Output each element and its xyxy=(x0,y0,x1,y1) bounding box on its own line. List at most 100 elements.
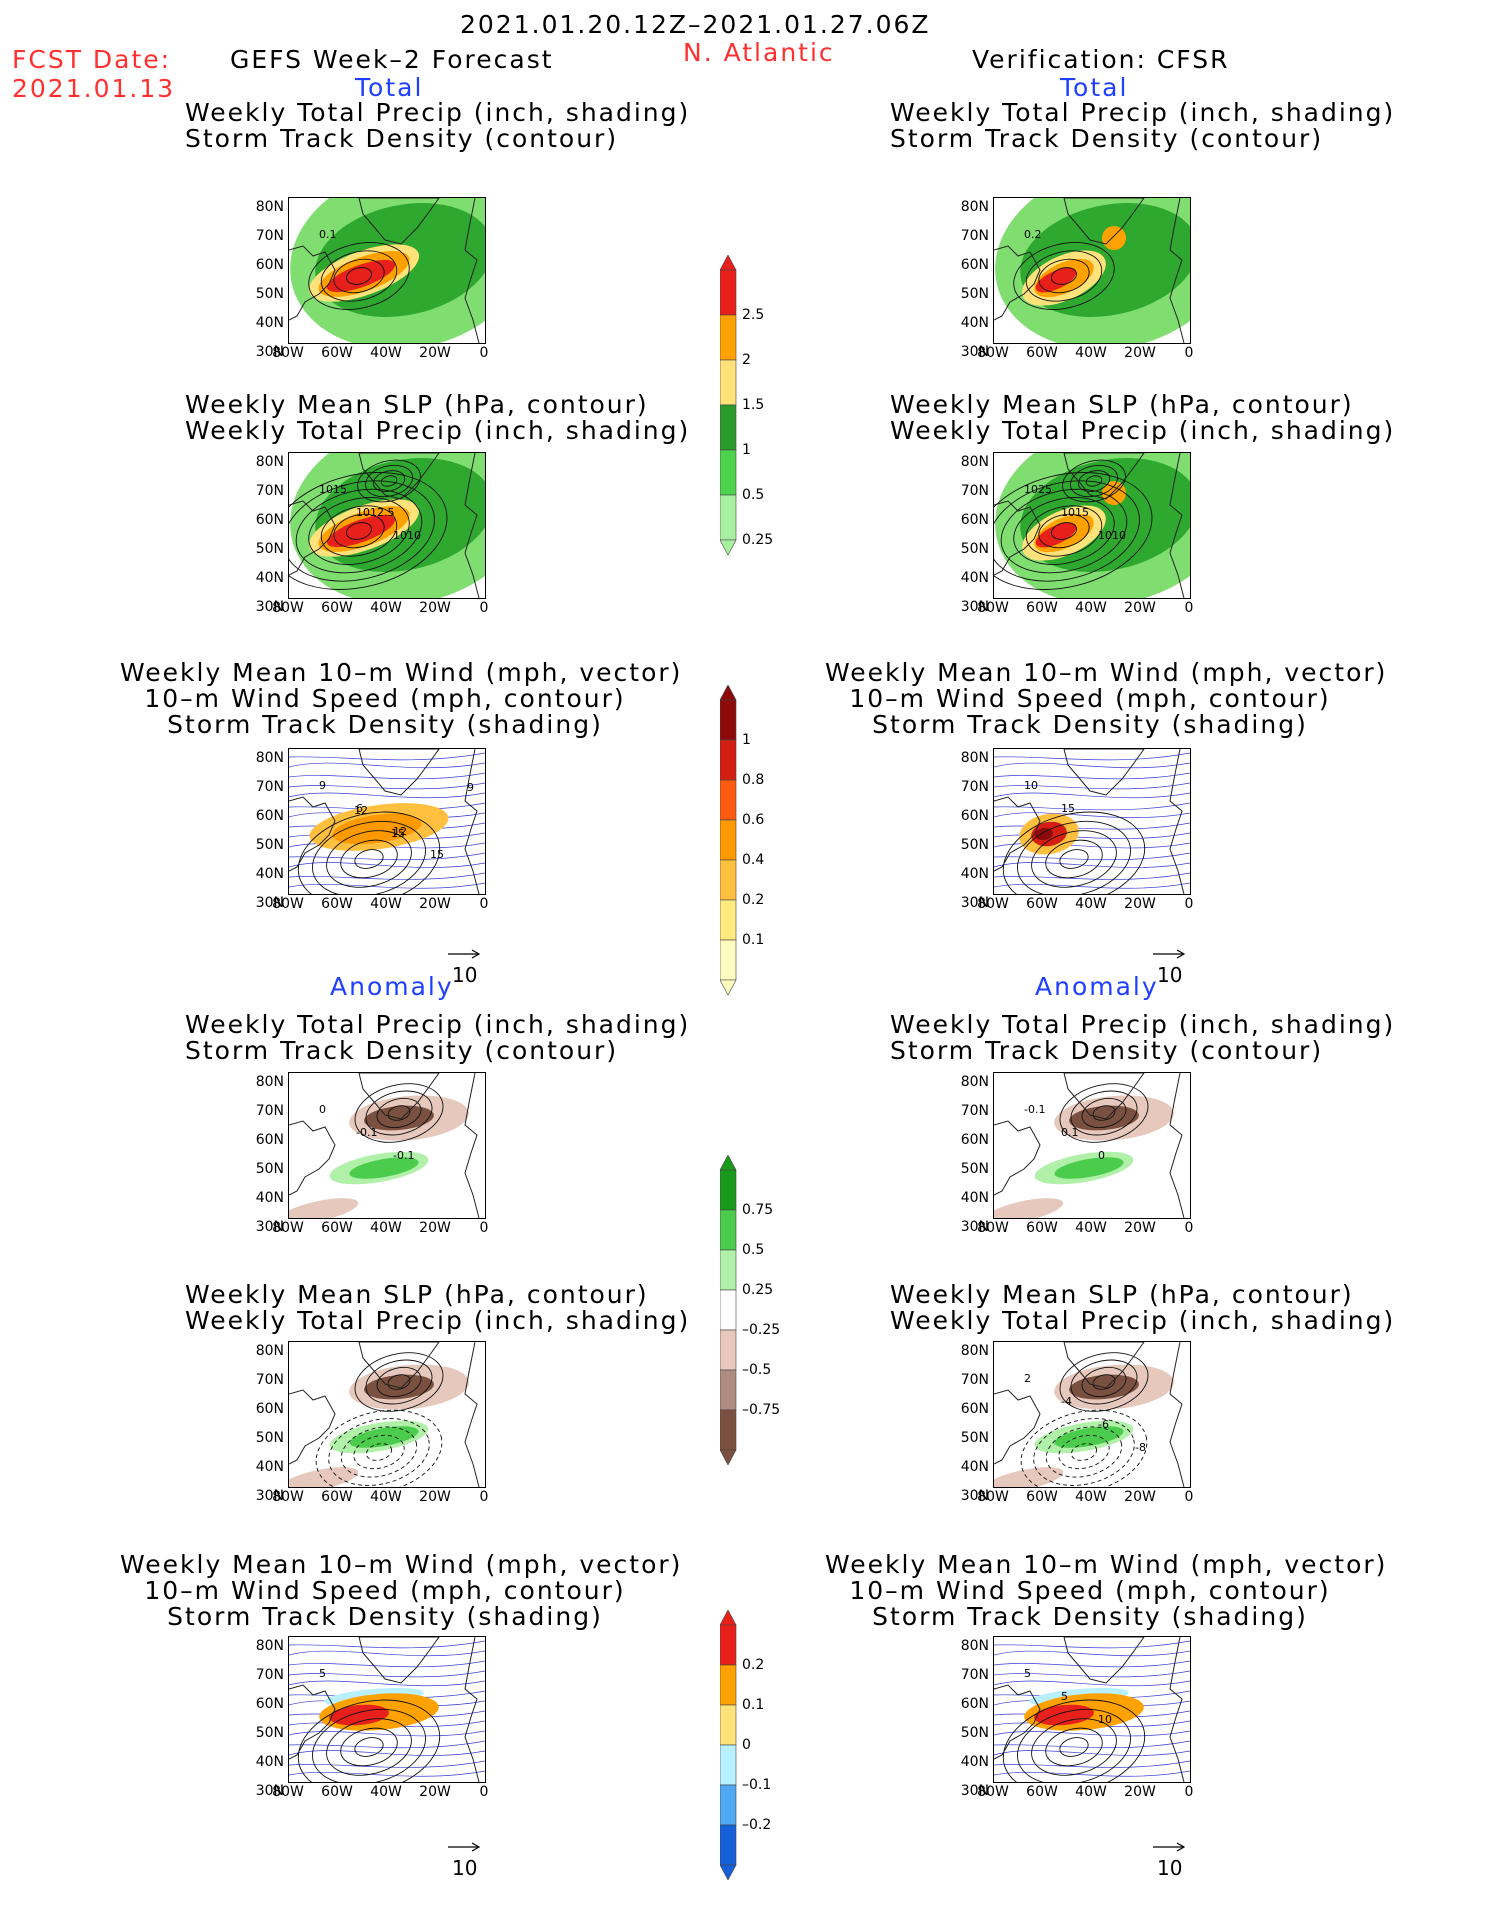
coastline-greenland xyxy=(1063,749,1145,796)
vector-ref-label: 10 xyxy=(452,963,478,987)
coastline-europe-africa xyxy=(1169,198,1185,343)
title-line: 10–m Wind Speed (mph, contour) xyxy=(144,684,626,713)
lat-tick-label: 40N xyxy=(960,570,989,586)
colorbar-bottom-triangle xyxy=(720,1449,737,1465)
arrow-right-icon xyxy=(448,949,481,959)
lat-tick-label: 40N xyxy=(255,1754,284,1770)
contour-line xyxy=(320,250,398,302)
colorbar-segment xyxy=(720,1329,737,1371)
title-fc-total-slp: Weekly Mean SLP (hPa, contour) Weekly Tot… xyxy=(185,392,688,444)
lon-tick-label: 40W xyxy=(1075,1220,1107,1236)
lon-tick-label: 60W xyxy=(1026,1220,1058,1236)
wind-vector-streamline xyxy=(994,1650,1190,1657)
contour-line xyxy=(1013,242,1115,310)
lon-tick-label: 20W xyxy=(1124,345,1156,361)
precip-anom-tan xyxy=(994,1198,1064,1218)
colorbar-segment xyxy=(720,494,737,541)
wind-vector-streamline xyxy=(994,812,1190,818)
contour-label: 15 xyxy=(391,827,405,840)
contour-label: 0.1 xyxy=(319,228,337,241)
wind-vector-streamline xyxy=(994,822,1190,830)
wind-vector-streamline xyxy=(994,832,1190,839)
lat-tick-label: 70N xyxy=(255,483,284,499)
colorbar-segment xyxy=(720,1824,737,1866)
lat-tick-label: 70N xyxy=(255,1372,284,1388)
colorbar-label: 0.4 xyxy=(742,852,765,868)
coastline-greenland xyxy=(358,1073,440,1120)
colorbar-top-triangle xyxy=(720,1610,737,1626)
colorbar-label: 0.1 xyxy=(742,1697,765,1713)
wind-vector-streamline xyxy=(289,1660,485,1668)
region-title: N. Atlantic xyxy=(683,38,835,67)
coastline-greenland xyxy=(358,1342,440,1389)
lon-tick-label: 20W xyxy=(419,600,451,616)
lat-tick-label: 60N xyxy=(255,512,284,528)
lon-tick-label: 0 xyxy=(479,1489,489,1505)
map-canvas xyxy=(289,1342,480,1487)
lat-tick-label: 40N xyxy=(255,1190,284,1206)
map-canvas: 1025 1015 1010 xyxy=(994,453,1190,598)
title-line: Storm Track Density (shading) xyxy=(167,1602,603,1631)
colorbar-label: 0.2 xyxy=(742,892,765,908)
wind-vector-streamline xyxy=(289,782,485,790)
lon-tick-label: 80W xyxy=(272,896,304,912)
contour-line xyxy=(333,513,385,549)
colorbar-label: 2 xyxy=(742,352,751,368)
wind-vector-streamline xyxy=(994,852,1190,861)
colorbar-segment xyxy=(720,1704,737,1746)
lat-tick-label: 50N xyxy=(960,837,989,853)
colorbar-segment xyxy=(720,779,737,821)
contour-line xyxy=(311,1708,427,1782)
contour-line xyxy=(365,1090,433,1136)
wind-vector-streamline xyxy=(289,792,485,799)
colorbar-total_track xyxy=(720,685,737,995)
contour-label: 0 xyxy=(319,1103,326,1116)
lon-tick-label: 80W xyxy=(977,345,1009,361)
contour-line xyxy=(1045,839,1103,879)
precip-anom-tan xyxy=(289,1198,359,1218)
colorbar-label: –0.5 xyxy=(742,1362,772,1378)
colorbar-segment xyxy=(720,1624,737,1666)
map-canvas: 0.2 xyxy=(994,198,1190,343)
contour-label: 1015 xyxy=(319,483,347,496)
contour-line xyxy=(345,522,373,540)
contour-label: 1010 xyxy=(393,529,421,542)
contour-line xyxy=(1081,1366,1127,1398)
colorbar-bottom-triangle xyxy=(720,539,737,555)
colorbar-segment xyxy=(720,1369,737,1411)
coastline-europe-africa xyxy=(1169,1073,1185,1218)
lon-tick-label: 60W xyxy=(321,600,353,616)
wind-vector-streamline xyxy=(994,862,1190,868)
colorbar-label: 0.25 xyxy=(742,1282,774,1298)
lat-tick-label: 30N xyxy=(255,599,284,615)
lat-tick-label: 60N xyxy=(960,1401,989,1417)
contour-line xyxy=(311,820,427,894)
colorbar-label: 0.6 xyxy=(742,812,765,828)
map-canvas: 5 5 10 xyxy=(994,1637,1190,1782)
contour-line xyxy=(365,1359,433,1405)
contour-line xyxy=(1038,513,1090,549)
colorbar-top-triangle xyxy=(720,1155,737,1171)
model-title: GEFS Week–2 Forecast xyxy=(230,45,554,74)
coastline-europe-africa xyxy=(1169,1637,1185,1782)
lon-tick-label: 40W xyxy=(370,1784,402,1800)
contour-line xyxy=(1059,1737,1089,1757)
map-canvas: 2 -4 -6 -8 xyxy=(994,1342,1185,1487)
lon-tick-label: 20W xyxy=(1124,1489,1156,1505)
title-line: Storm Track Density (shading) xyxy=(872,1602,1308,1631)
wind-vector-streamline xyxy=(289,1670,485,1678)
lat-tick-label: 40N xyxy=(960,1754,989,1770)
lat-tick-label: 80N xyxy=(255,750,284,766)
wind-vector-streamline xyxy=(289,862,485,868)
contour-line xyxy=(340,1727,398,1767)
wind-vector-streamline xyxy=(289,1770,485,1777)
lat-tick-label: 30N xyxy=(960,1488,989,1504)
lon-tick-label: 20W xyxy=(419,1784,451,1800)
wind-vector-streamline xyxy=(994,792,1190,799)
contour-label: 1015 xyxy=(1061,506,1089,519)
wind-vector-streamline xyxy=(289,1740,485,1749)
lat-tick-label: 40N xyxy=(960,866,989,882)
map-ob-anom-slp: 2 -4 -6 -8 xyxy=(993,1341,1191,1488)
lon-tick-label: 80W xyxy=(977,896,1009,912)
lat-tick-label: 50N xyxy=(255,541,284,557)
